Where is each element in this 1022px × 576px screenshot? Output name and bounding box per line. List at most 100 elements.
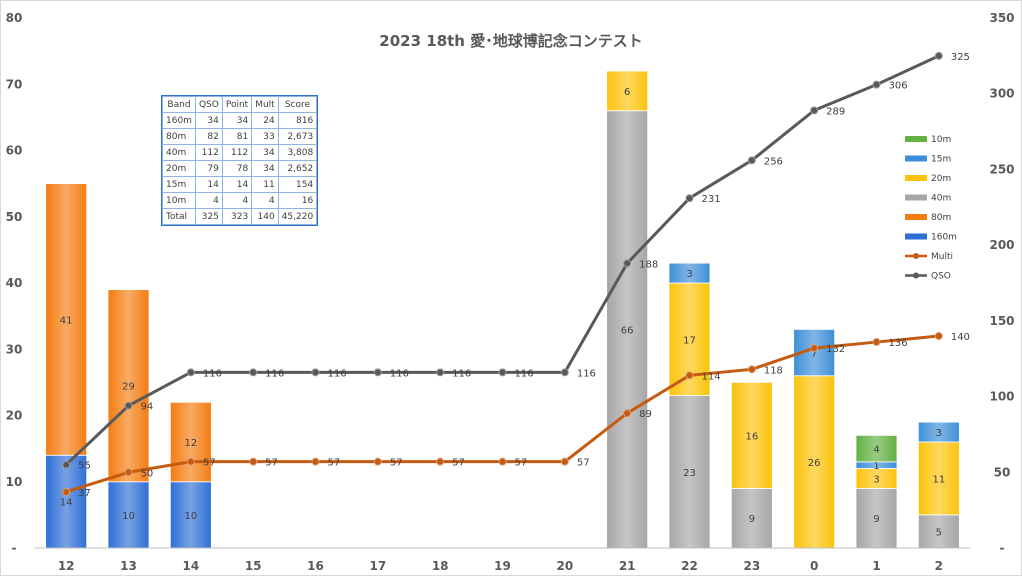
point-QSO-15 (249, 368, 258, 377)
bar-15m-22 (668, 262, 711, 284)
bar-20m-23 (730, 381, 773, 489)
y-right-tick-label: - (1000, 541, 1005, 555)
x-tick-label: 16 (307, 559, 324, 573)
score-table-body: 160m 34 34 24 816 80m 82 81 33 2,673 40m 112 112 34 3,… (162, 112, 318, 225)
bar-value-label: 5 (936, 527, 942, 538)
bar-20m-0 (793, 375, 836, 549)
line-value-label: 116 (577, 368, 596, 379)
bar-value-label: 3 (873, 474, 879, 485)
score-table-cell: 325 (194, 208, 223, 225)
line-value-label: 188 (639, 259, 658, 270)
y-left-tick-label: 30 (6, 342, 23, 356)
score-table-cell: 11 (251, 176, 279, 193)
line-value-label: 94 (141, 402, 154, 413)
x-tick-label: 18 (432, 559, 449, 573)
line-value-label: 231 (702, 194, 721, 205)
bar-160m-14 (169, 481, 212, 549)
point-Multi-1 (872, 338, 881, 347)
x-tick-label: 21 (619, 559, 636, 573)
line-value-label: 118 (764, 365, 783, 376)
point-QSO-17 (373, 368, 382, 377)
bar-value-label: 6 (624, 87, 630, 98)
score-table: Band QSO Point Mult Score 160m 34 34 24 816 80m 82… (160, 95, 319, 226)
x-tick-label: 2 (935, 559, 943, 573)
bar-40m-2 (917, 514, 960, 549)
line-value-label: 89 (639, 409, 652, 420)
point-Multi-14 (186, 457, 195, 466)
score-table-header-cell: Mult (251, 96, 279, 113)
score-table-header: Band QSO Point Mult Score (162, 96, 318, 113)
x-tick-label: 17 (369, 559, 386, 573)
bar-10m-1 (855, 434, 898, 463)
y-left-tick-label: 20 (6, 409, 23, 423)
line-value-label: 57 (328, 458, 341, 469)
y-left-tick-label: 50 (6, 210, 23, 224)
y-right-tick-label: 100 (989, 390, 1014, 404)
legend-label-15m: 15m (931, 155, 951, 165)
point-QSO-16 (311, 368, 320, 377)
x-tick-label: 22 (681, 559, 698, 573)
point-Multi-0 (810, 344, 819, 353)
score-table-cell: 15m (162, 176, 196, 193)
score-table-row: 40m 112 112 34 3,808 (162, 144, 318, 161)
point-QSO-2 (934, 51, 943, 60)
y-right-tick-label: 350 (989, 11, 1014, 25)
line-value-label: 116 (203, 368, 222, 379)
score-table-cell: 112 (194, 144, 223, 161)
y-left-tick-label: 10 (6, 475, 23, 489)
score-table-cell: 40m (162, 144, 196, 161)
bar-80m-14 (169, 401, 212, 483)
score-table-row: 15m 14 14 11 154 (162, 176, 318, 193)
point-QSO-0 (810, 106, 819, 115)
point-Multi-12 (62, 487, 71, 496)
score-table-cell: 24 (251, 112, 279, 129)
point-QSO-21 (623, 259, 632, 268)
x-tick-label: 15 (245, 559, 262, 573)
score-table-row: Total 325 323 140 45,220 (162, 208, 318, 225)
line-value-label: 256 (764, 156, 783, 167)
score-table-cell: 34 (221, 112, 253, 129)
line-value-label: 57 (265, 458, 278, 469)
point-QSO-12 (62, 460, 71, 469)
bar-160m-13 (107, 481, 150, 549)
legend-marker-Multi (913, 253, 919, 259)
score-table-cell: 4 (194, 192, 223, 209)
legend-label-40m: 40m (931, 194, 951, 204)
point-Multi-2 (934, 332, 943, 340)
line-value-label: 116 (452, 368, 471, 379)
point-Multi-23 (747, 365, 756, 374)
line-value-label: 325 (951, 52, 970, 63)
score-table-cell: 34 (251, 144, 279, 161)
legend-label-10m: 10m (931, 135, 951, 145)
y-left-tick-label: 40 (6, 276, 23, 290)
score-table-cell: 10m (162, 192, 196, 209)
bar-value-label: 14 (60, 498, 73, 509)
bar-value-label: 17 (683, 335, 696, 346)
score-table-header-cell: Score (277, 96, 318, 113)
axis-layer: -1020304050607080-5010015020025030035012… (6, 11, 1015, 573)
point-Multi-16 (311, 457, 320, 466)
bar-80m-13 (107, 289, 150, 483)
score-table-cell: 33 (251, 128, 279, 145)
point-QSO-13 (124, 401, 133, 410)
score-table-cell: 78 (221, 160, 253, 177)
bar-value-label: 7 (811, 349, 817, 360)
point-QSO-23 (747, 156, 756, 165)
x-tick-label: 23 (743, 559, 760, 573)
score-table-header-cell: Point (221, 96, 253, 113)
bar-value-label: 66 (621, 325, 634, 336)
line-value-label: 57 (203, 458, 216, 469)
legend-swatch-15m (905, 155, 927, 162)
point-QSO-14 (186, 368, 195, 377)
bar-value-label: 29 (122, 382, 135, 393)
point-Multi-20 (560, 457, 569, 466)
bar-value-label: 26 (808, 458, 821, 469)
line-value-label: 116 (390, 368, 409, 379)
point-QSO-1 (872, 80, 881, 89)
score-table-cell: 34 (251, 160, 279, 177)
line-value-label: 289 (826, 106, 845, 117)
bar-value-label: 3 (936, 428, 942, 439)
bar-value-label: 11 (932, 474, 945, 485)
